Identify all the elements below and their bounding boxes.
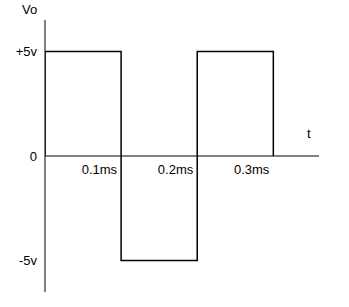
svg-text:0.1ms: 0.1ms xyxy=(82,162,118,177)
svg-text:-5v: -5v xyxy=(19,253,38,268)
svg-text:0.3ms: 0.3ms xyxy=(234,162,270,177)
svg-text:0.2ms: 0.2ms xyxy=(158,162,194,177)
svg-text:0: 0 xyxy=(30,149,37,164)
html-text:t: t xyxy=(307,126,311,141)
html-text:Vo: Vo xyxy=(22,2,38,17)
svg-text:+5v: +5v xyxy=(16,44,38,59)
